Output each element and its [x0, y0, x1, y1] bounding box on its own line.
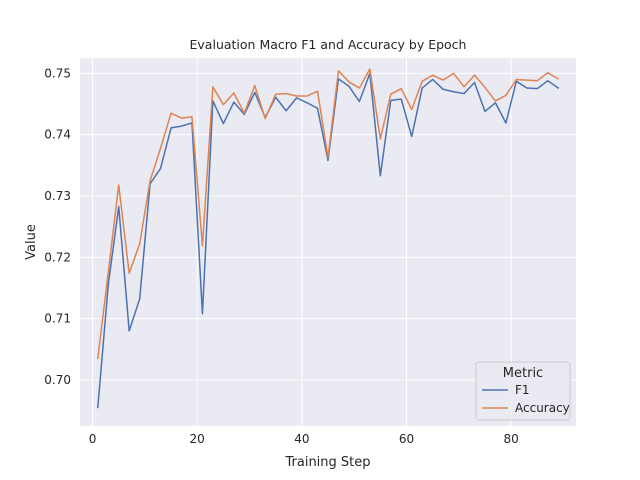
legend-title: Metric — [503, 366, 543, 381]
y-axis-label: Value — [24, 224, 39, 260]
y-tick-label: 0.70 — [44, 373, 71, 387]
x-tick-label: 40 — [294, 432, 309, 446]
series-line-accuracy — [97, 68, 559, 360]
y-gridlines — [80, 72, 576, 381]
y-tick-label: 0.73 — [44, 189, 71, 203]
x-tick-label: 0 — [89, 432, 97, 446]
x-tick-label: 80 — [503, 432, 518, 446]
legend-label-f1: F1 — [515, 383, 530, 397]
series-layer — [97, 68, 559, 409]
legend-box — [475, 361, 571, 421]
chart-title: Evaluation Macro F1 and Accuracy by Epoc… — [190, 37, 467, 52]
y-tick-label: 0.74 — [44, 128, 71, 142]
x-tick-label: 20 — [190, 432, 205, 446]
x-axis-label: Training Step — [284, 455, 370, 470]
y-tick-label: 0.75 — [44, 66, 71, 80]
x-tick-labels: 0 20 40 60 80 — [89, 432, 519, 446]
x-tick-label: 60 — [399, 432, 414, 446]
y-tick-label: 0.71 — [44, 312, 71, 326]
y-tick-labels: 0.70 0.71 0.72 0.73 0.74 0.75 — [44, 66, 71, 387]
series-line-f1 — [97, 72, 559, 409]
legend-label-accuracy: Accuracy — [515, 401, 570, 415]
y-tick-label: 0.72 — [44, 250, 71, 264]
legend: Metric F1 Accuracy — [475, 361, 571, 421]
